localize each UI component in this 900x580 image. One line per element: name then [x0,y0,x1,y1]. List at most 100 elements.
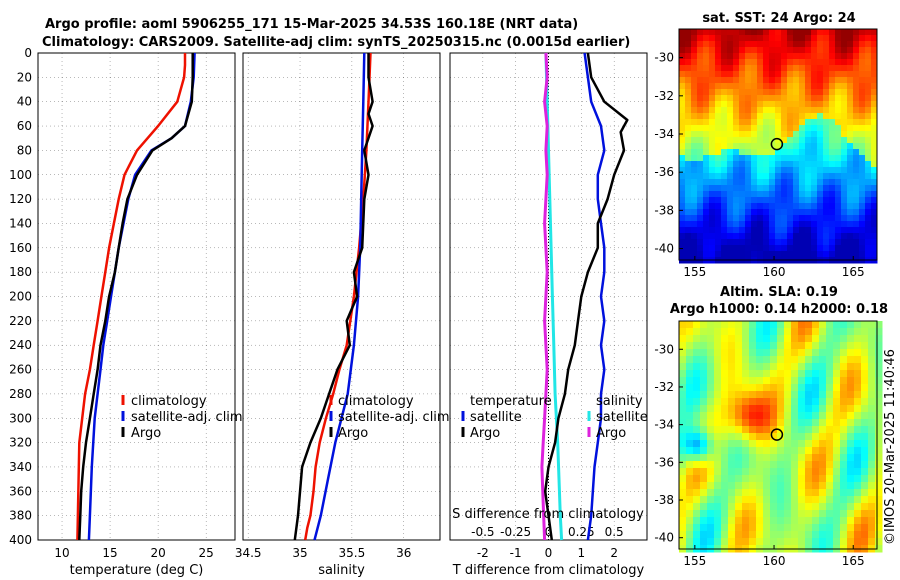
map-cell [847,65,854,72]
map-cell [805,83,812,90]
map-cell [707,412,715,420]
map-cell [835,227,842,234]
map-cell [868,482,876,490]
map-cell [840,440,848,448]
map-cell [847,384,855,392]
map-cell [853,53,860,60]
map-cell [709,41,716,48]
salinity-legend: climatology satellite-adj. clim Argo [329,394,450,441]
map-cell [707,468,715,476]
map-cell [787,47,794,54]
map-cell [799,89,806,96]
map-cell [697,185,704,192]
map-cell [875,342,883,350]
map-cell [757,107,764,114]
map-cell [739,149,746,156]
map-cell [679,363,687,371]
map-cell [751,89,758,96]
map-cell [721,65,728,72]
map-cell [721,185,728,192]
map-cell [805,384,813,392]
map-cell [791,468,799,476]
map-cell [751,125,758,132]
map-cell [679,107,686,114]
map-cell [739,35,746,42]
y-tick-label: 360 [9,484,32,498]
map-cell [707,489,715,497]
map-cell [714,363,722,371]
map-cell [841,143,848,150]
map-cell [693,433,701,441]
map-cell [707,342,715,350]
map-cell [805,426,813,434]
map-cell [757,143,764,150]
map-cell [787,167,794,174]
map-cell [835,233,842,240]
map-cell [875,531,883,539]
map-cell [679,209,686,216]
map-cell [847,35,854,42]
map-cell [714,454,722,462]
map-frame [678,28,878,261]
map-cell [739,53,746,60]
map-cell [763,461,771,469]
figure-title-line1: Argo profile: aoml 5906255_171 15-Mar-20… [45,17,578,32]
map-cell [847,391,855,399]
map-cell [709,245,716,252]
map-cell [798,335,806,343]
map-cell [733,35,740,42]
map-cell [697,107,704,114]
map-cell [697,77,704,84]
map-cell [735,433,743,441]
map-cell [875,447,883,455]
map-cell [751,149,758,156]
map-cell [865,113,872,120]
map-cell [733,59,740,66]
map-cell [679,377,687,385]
map-cell [691,185,698,192]
map-cell [679,161,686,168]
map-cell [751,227,758,234]
map-cell [756,482,764,490]
map-cell [868,412,876,420]
map-cell [739,215,746,222]
map-cell [871,179,878,186]
map-cell [775,29,782,36]
map-cell [769,161,776,168]
map-cell [840,412,848,420]
map-cell [853,161,860,168]
map-cell [799,191,806,198]
series-climatology [303,52,372,541]
map-cell [875,482,883,490]
map-cell [798,328,806,336]
map-cell [728,356,736,364]
map-cell [739,107,746,114]
legend-label-satellite: satellite-adj. clim [131,410,243,425]
map-cell [679,173,686,180]
map-cell [749,377,757,385]
map-cell [685,233,692,240]
map-cell [769,167,776,174]
map-cell [757,161,764,168]
map-cell [703,101,710,108]
map-cell [751,185,758,192]
map-cell [861,426,869,434]
map-cell [679,239,686,246]
map-cell [697,251,704,258]
map-cell [775,107,782,114]
map-cell [707,384,715,392]
map-cell [793,245,800,252]
map-cell [735,370,743,378]
map-cell [853,221,860,228]
map-cell [685,101,692,108]
series-temperature-argo [543,52,629,541]
map-cell [859,155,866,162]
map-cell [721,398,729,406]
map-cell [829,35,836,42]
map-cell [853,29,860,36]
map-cell [693,510,701,518]
map-cell [833,482,841,490]
map-cell [685,245,692,252]
map-cell [859,173,866,180]
